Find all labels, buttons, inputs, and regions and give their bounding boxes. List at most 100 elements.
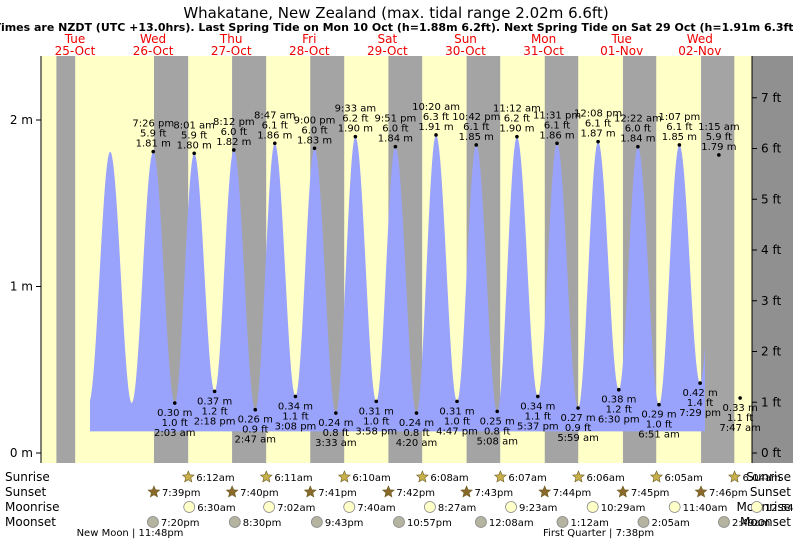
day-name-label: Sun [454, 32, 477, 46]
tide-time-label: 3:33 am [315, 438, 357, 449]
tide-time-label: 6:51 am [638, 430, 680, 441]
day-name-label: Fri [302, 32, 316, 46]
tide-point [515, 134, 519, 139]
tide-height-ft-label: 0.9 ft [242, 425, 268, 436]
tide-point [151, 149, 156, 154]
moon-icon [147, 516, 159, 528]
right-axis-tick-label: 0 ft [761, 446, 781, 460]
tide-height-ft-label: 0.8 ft [403, 428, 429, 439]
sun-icon [415, 470, 429, 483]
sunrise-time: 6:11am [274, 473, 312, 484]
tide-point [474, 143, 479, 147]
moon-icon [750, 501, 763, 513]
tide-point [738, 396, 742, 400]
moonset-time: 1:12am [571, 518, 609, 529]
tide-height-m-label: 0.31 m [439, 406, 474, 417]
left-axis-tick-label: 2 m [10, 113, 33, 127]
tide-time-label: 3:08 pm [275, 421, 317, 432]
day-name-label: Wed [687, 32, 713, 46]
moon-icon [668, 501, 681, 513]
sun-icon [181, 470, 195, 483]
tide-height-ft-label: 6.2 ft [342, 114, 368, 125]
day-date-label: 01-Nov [600, 44, 643, 58]
tide-point [374, 399, 379, 404]
tide-time-label: 8:47 am [254, 110, 296, 121]
moon-icon [423, 501, 436, 513]
moonset-time: 12:08am [489, 518, 534, 529]
tide-time-label: 8:12 pm [213, 117, 255, 128]
sunrise-time: 6:08am [430, 473, 468, 484]
tide-time-label: 7:26 pm [132, 119, 174, 130]
tide-height-ft-label: 1.4 ft [687, 398, 713, 409]
tide-height-m-label: 1.90 m [499, 124, 534, 135]
tide-time-label: 9:51 pm [375, 114, 417, 125]
astro-row-label: Sunrise [5, 470, 50, 484]
tide-height-ft-label: 6.3 ft [423, 112, 449, 123]
tide-height-m-label: 0.29 m [641, 410, 676, 421]
tide-height-ft-label: 1.0 ft [646, 420, 672, 431]
astro-row-label: Sunset [5, 485, 46, 499]
moon-icon [343, 501, 356, 513]
day-date-label: 27-Oct [211, 44, 252, 58]
night-band [56, 56, 76, 463]
tide-height-m-label: 0.31 m [359, 406, 394, 417]
tide-time-label: 5:08 am [476, 436, 518, 447]
tide-time-label: 2:47 am [234, 435, 276, 446]
day-name-label: Sat [378, 32, 398, 46]
moon-phase-label: First Quarter | 7:38pm [543, 528, 654, 539]
tide-point [576, 406, 580, 410]
tide-height-ft-label: 1.0 ft [444, 416, 470, 427]
day-name-label: Thu [219, 32, 243, 46]
tide-time-label: 10:42 pm [452, 112, 500, 123]
moonrise-time: 7:40am [357, 503, 395, 514]
sunrise-time: 6:12am [196, 473, 234, 484]
day-date-label: 29-Oct [367, 44, 408, 58]
sun-icon [538, 485, 552, 498]
tide-height-ft-label: 0.8 ft [484, 426, 510, 437]
sunrise-time: 6:04am [743, 473, 781, 484]
tide-height-m-label: 0.25 m [480, 416, 515, 427]
tide-point [555, 141, 559, 146]
sun-icon [381, 485, 395, 498]
moonrise-time: 9:23am [519, 503, 557, 514]
tide-height-ft-label: 5.9 ft [140, 129, 166, 140]
tide-height-ft-label: 6.1 ft [666, 122, 692, 133]
axes: 0 m 1 m 2 m 0 ft 1 ft 2 ft 3 ft 4 ft 5 ft 6 ft 7 f… [10, 56, 781, 463]
tide-height-m-label: 0.34 m [520, 401, 555, 412]
tide-height-m-label: 0.24 m [399, 418, 434, 429]
left-axis-tick-label: 1 m [10, 280, 33, 294]
tide-time-label: 5:59 am [557, 433, 599, 444]
day-date-label: 28-Oct [289, 44, 330, 58]
sun-icon [303, 485, 317, 498]
tide-point [617, 387, 621, 392]
moon-icon [556, 516, 569, 528]
tide-height-m-label: 0.37 m [197, 396, 232, 407]
day-date-label: 25-Oct [55, 44, 96, 58]
tide-time-label: 12:22 am [614, 114, 662, 125]
sun-icon [460, 485, 474, 498]
moon-icon [586, 501, 599, 513]
astro-row-label: Moonset [740, 515, 791, 529]
right-axis-tick-label: 1 ft [761, 395, 781, 409]
astro-row-label: Sunrise [746, 470, 791, 484]
tide-point [334, 411, 338, 415]
tide-time-label: 6:30 pm [598, 415, 640, 426]
tide-point [172, 401, 177, 405]
moon-icon [637, 516, 650, 528]
tide-point [455, 399, 459, 404]
sun-icon [147, 485, 161, 498]
moonset-time: 2:49am [732, 518, 770, 529]
sunrise-time: 6:10am [352, 473, 390, 484]
tide-time-label: 12:08 pm [574, 109, 622, 120]
moonrise-time: 10:29am [601, 503, 646, 514]
tide-height-ft-label: 1.0 ft [162, 418, 188, 429]
tide-point [272, 141, 277, 146]
moon-icon [310, 516, 323, 528]
tide-height-m-label: 1.80 m [177, 140, 212, 151]
moon-icon [718, 516, 730, 528]
tide-height-m-label: 0.26 m [238, 415, 273, 426]
right-axis-tick-label: 6 ft [761, 142, 781, 156]
day-date-label: 30-Oct [445, 44, 486, 58]
moonset-time: 10:57pm [407, 518, 452, 529]
